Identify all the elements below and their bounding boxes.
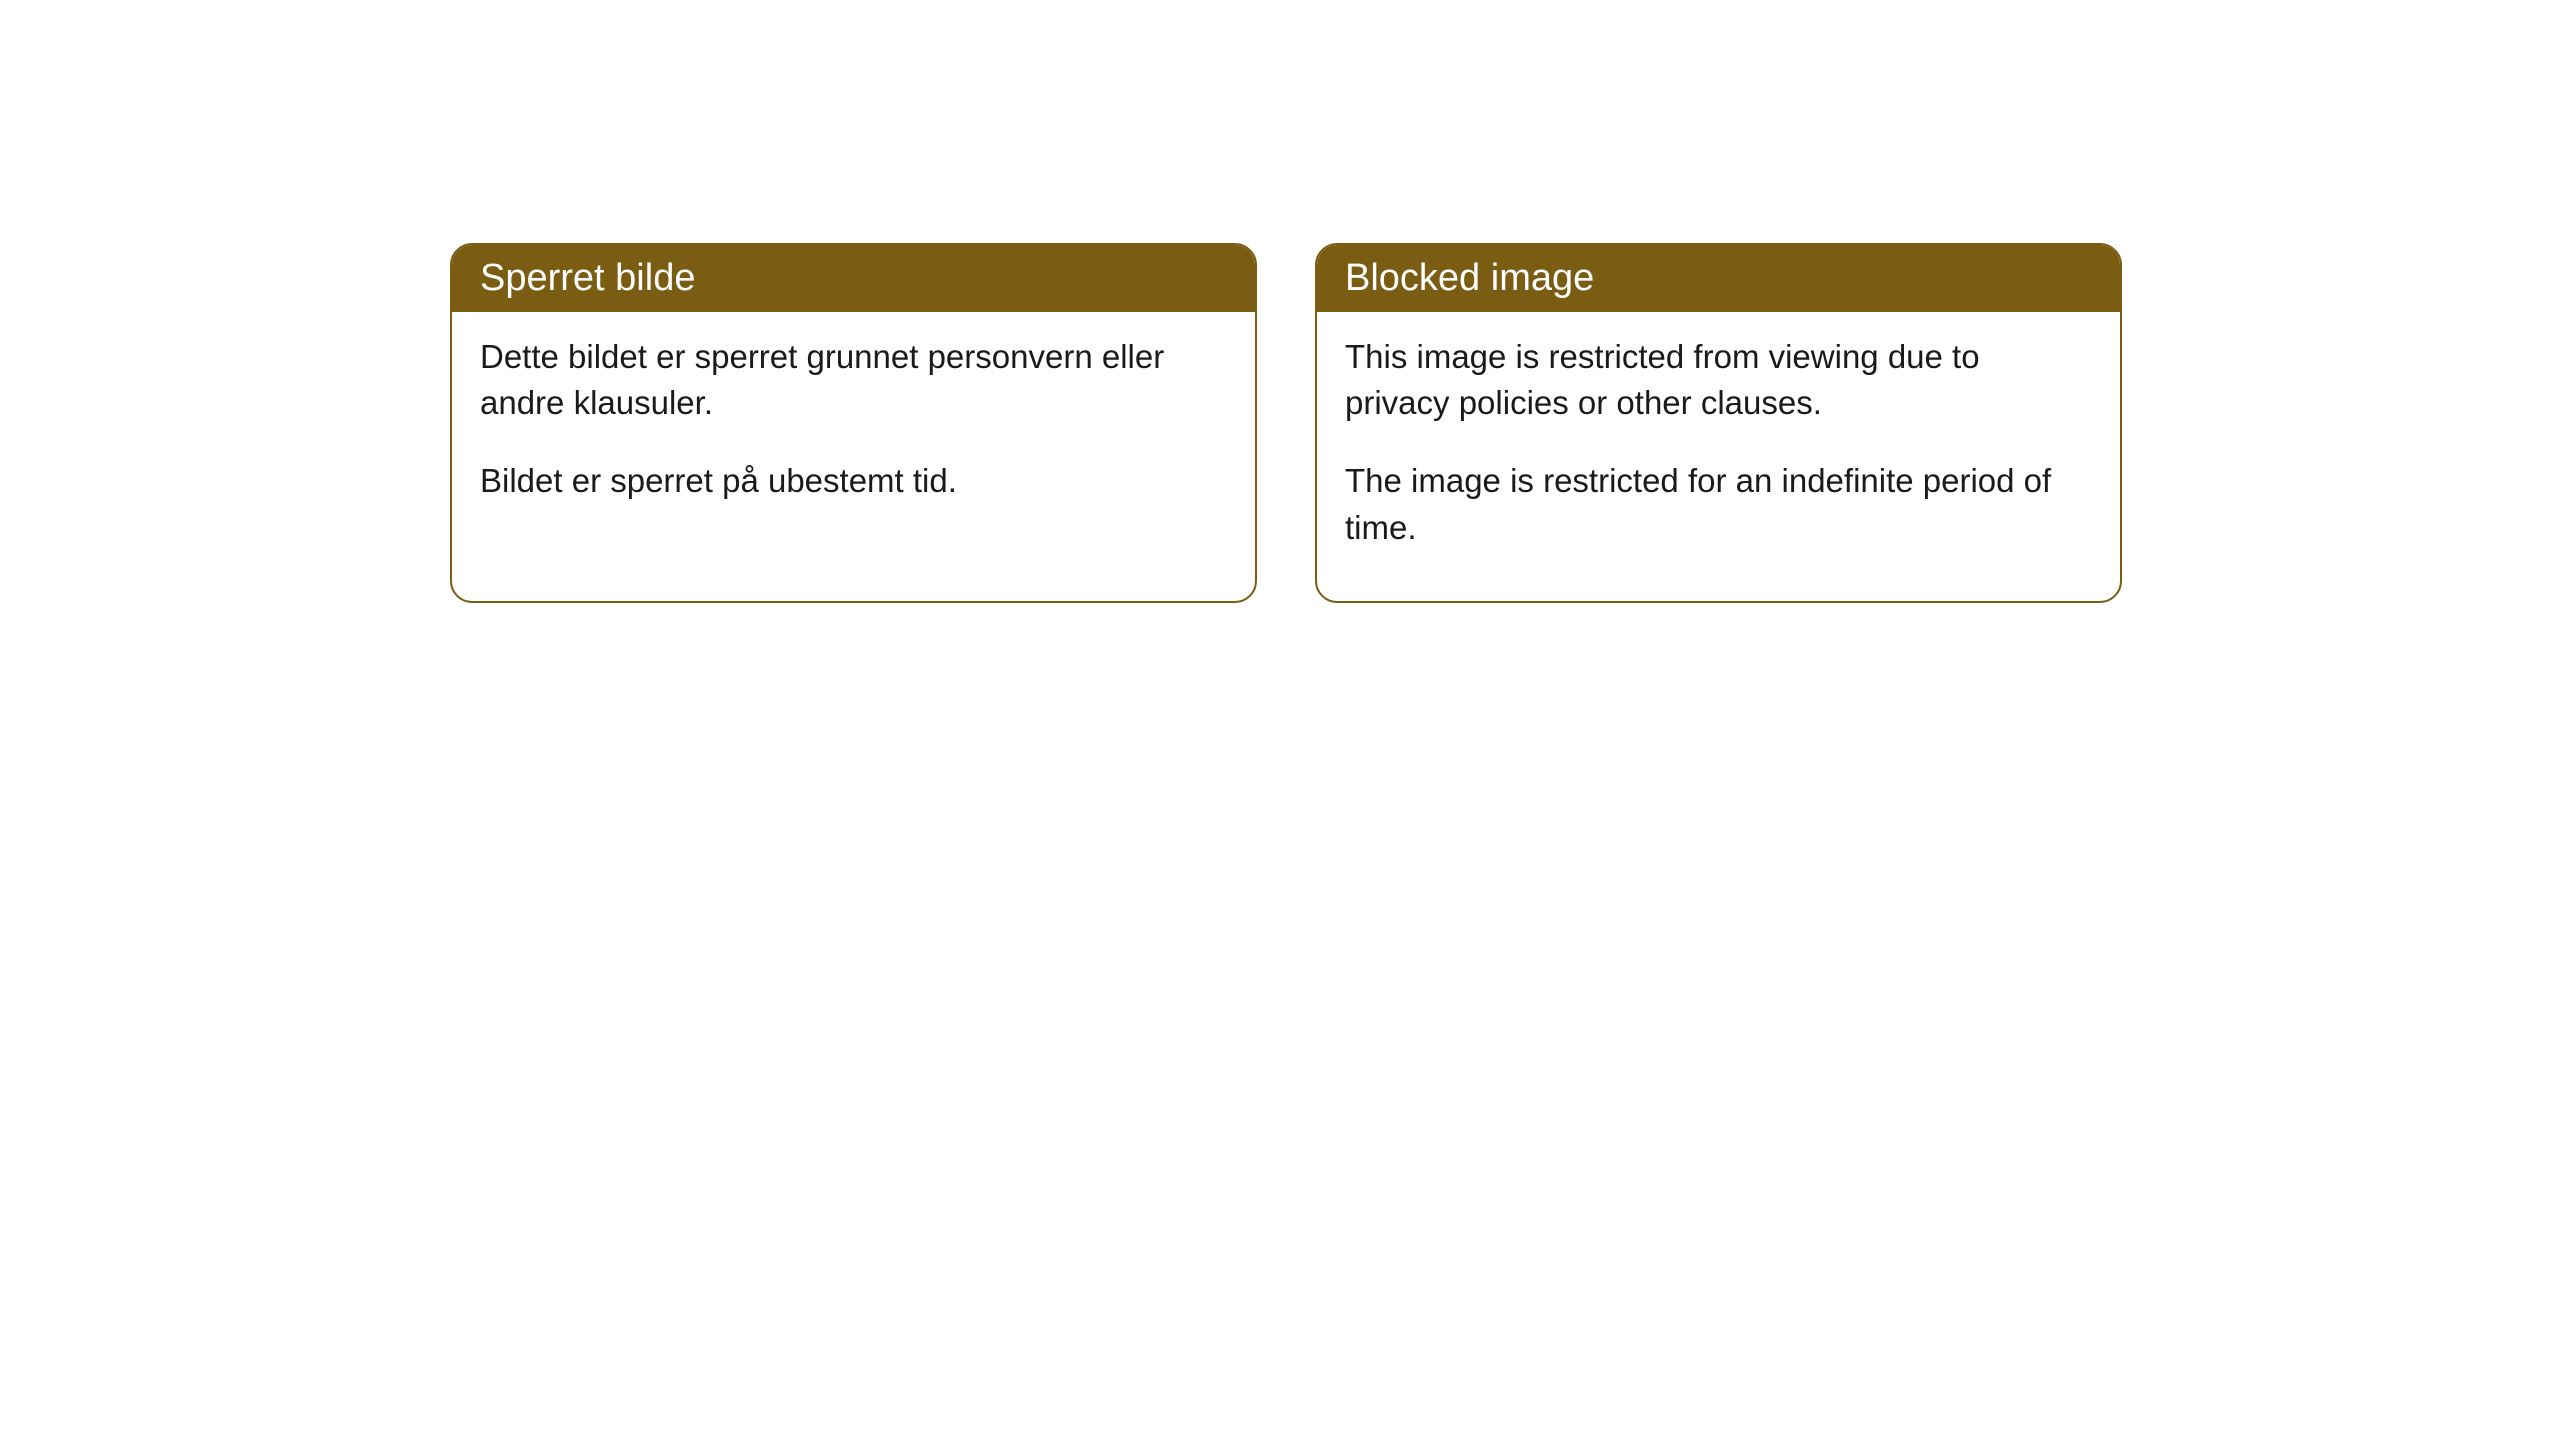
card-paragraph: This image is restricted from viewing du… [1345, 334, 2092, 426]
notice-card-english: Blocked image This image is restricted f… [1315, 243, 2122, 603]
card-paragraph: Dette bildet er sperret grunnet personve… [480, 334, 1227, 426]
card-paragraph: Bildet er sperret på ubestemt tid. [480, 458, 1227, 504]
notice-card-norwegian: Sperret bilde Dette bildet er sperret gr… [450, 243, 1257, 603]
card-paragraph: The image is restricted for an indefinit… [1345, 458, 2092, 550]
notice-cards-container: Sperret bilde Dette bildet er sperret gr… [450, 243, 2122, 603]
card-body-english: This image is restricted from viewing du… [1317, 312, 2120, 601]
card-body-norwegian: Dette bildet er sperret grunnet personve… [452, 312, 1255, 555]
card-header-english: Blocked image [1317, 245, 2120, 312]
card-header-norwegian: Sperret bilde [452, 245, 1255, 312]
